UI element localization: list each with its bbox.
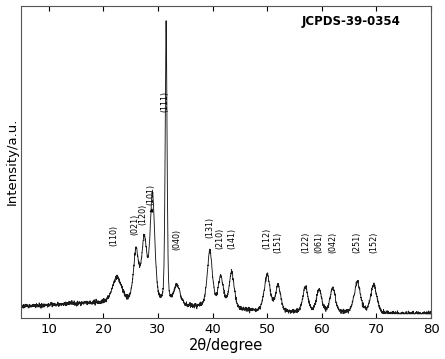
Text: (112): (112) [263,228,272,249]
Text: (101): (101) [147,184,156,205]
Text: (151): (151) [274,232,283,253]
Text: (120): (120) [139,204,148,225]
Text: JCPDS-39-0354: JCPDS-39-0354 [302,15,401,28]
Text: (111): (111) [161,91,170,112]
Text: (021): (021) [130,214,139,235]
X-axis label: 2θ/degree: 2θ/degree [189,339,263,354]
Text: (040): (040) [173,229,182,250]
Text: (210): (210) [215,228,224,249]
Text: (042): (042) [328,232,337,253]
Text: (122): (122) [301,232,310,253]
Text: (131): (131) [205,216,214,238]
Text: (152): (152) [369,232,378,253]
Text: (110): (110) [110,225,119,246]
Y-axis label: Intensity/a.u.: Intensity/a.u. [5,118,19,205]
Text: (141): (141) [227,228,236,249]
Text: (061): (061) [315,232,324,253]
Text: (251): (251) [353,232,362,253]
